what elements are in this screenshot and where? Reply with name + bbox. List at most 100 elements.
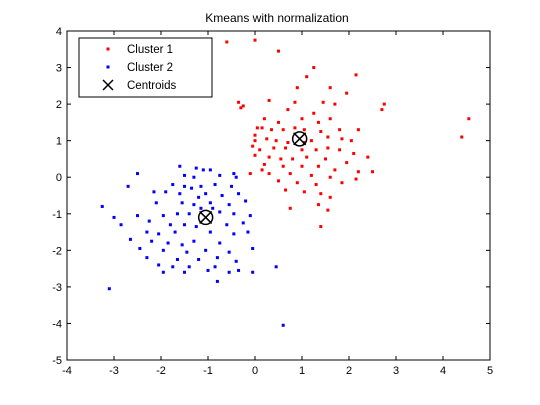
cluster-2-point: [157, 263, 161, 267]
cluster-2-point: [157, 232, 161, 236]
cluster-1-point: [279, 157, 283, 161]
cluster-2-point: [187, 212, 191, 216]
cluster-2-point: [107, 287, 111, 291]
cluster-1-point: [286, 140, 290, 144]
cluster-1-point: [260, 126, 264, 130]
cluster-2-point: [208, 230, 212, 234]
cluster-1-point: [277, 120, 280, 124]
cluster-2-point: [190, 186, 194, 190]
cluster-1-point: [319, 192, 323, 196]
cluster-2-point: [213, 183, 217, 187]
cluster-1-point: [237, 100, 241, 104]
cluster-1-point: [321, 100, 325, 104]
cluster-2-point: [161, 214, 165, 218]
cluster-2-point: [237, 192, 241, 196]
cluster-2-point: [126, 184, 130, 188]
cluster-2-point: [175, 257, 179, 261]
cluster-1-point: [345, 91, 349, 95]
cluster-1-point: [302, 190, 306, 194]
x-tick-label: -2: [156, 365, 166, 377]
cluster-1-point: [328, 175, 332, 179]
cluster-2-point: [241, 221, 245, 225]
cluster-2-point: [112, 215, 116, 219]
cluster-1-point: [272, 146, 276, 150]
x-tick-label: 4: [440, 365, 446, 377]
cluster-1-point: [241, 104, 245, 108]
cluster-2-point: [154, 201, 158, 205]
cluster-2-point: [152, 190, 156, 194]
cluster-2-point: [147, 219, 151, 223]
cluster-1-point: [338, 148, 342, 152]
cluster-1-point: [309, 139, 313, 143]
cluster-2-point: [197, 257, 201, 261]
cluster-2-point: [164, 190, 168, 194]
cluster-1-point: [312, 111, 316, 115]
cluster-2-point: [194, 166, 198, 170]
centroids-point-circle: [197, 209, 214, 226]
cluster-1-point: [324, 157, 327, 161]
cluster-2-point: [145, 256, 149, 260]
cluster-2-point: [180, 201, 184, 205]
cluster-2-point: [168, 223, 172, 227]
cluster-2-point: [232, 212, 236, 216]
cluster-1-point: [274, 139, 278, 143]
cluster-1-point: [366, 155, 370, 159]
y-tick-label: 1: [56, 136, 62, 148]
cluster-2-point: [171, 265, 175, 269]
cluster-2-point: [175, 212, 179, 216]
cluster-1-point: [295, 86, 299, 90]
cluster-1-point: [255, 126, 259, 130]
cluster-2-point: [211, 206, 215, 210]
cluster-1-point: [277, 49, 280, 53]
cluster-2-point: [173, 230, 177, 234]
cluster-1-point: [277, 179, 280, 183]
cluster-1-point: [286, 108, 290, 112]
cluster-1-point: [288, 206, 292, 210]
cluster-2-point: [251, 270, 255, 274]
cluster-2-point: [197, 195, 201, 199]
cluster-1-point: [326, 146, 330, 150]
cluster-2-point: [204, 192, 208, 196]
cluster-1-point: [300, 164, 304, 168]
cluster-2-point: [227, 270, 231, 274]
cluster-1-point: [284, 146, 288, 150]
x-tick-label: 5: [487, 365, 493, 377]
x-tick-label: 3: [393, 365, 399, 377]
cluster-1-point: [302, 128, 306, 132]
cluster-1-point: [295, 181, 299, 185]
cluster-1-point: [267, 98, 271, 102]
cluster-1-point: [326, 135, 330, 139]
cluster-1-point: [340, 137, 344, 141]
cluster-2-point: [234, 175, 238, 179]
y-tick-label: 0: [56, 172, 62, 184]
cluster-1-point: [354, 73, 358, 77]
cluster-2-point: [192, 239, 196, 243]
cluster-1-point: [382, 102, 386, 106]
cluster-2-point: [208, 201, 212, 205]
cluster-2-point: [281, 323, 285, 327]
cluster-1-point: [333, 102, 337, 106]
cluster-2-point: [194, 225, 198, 229]
cluster-1-point: [267, 172, 271, 176]
cluster-1-point: [309, 173, 313, 177]
cluster-2-point: [100, 204, 104, 208]
cluster-2-point: [218, 173, 222, 177]
cluster-2-point: [237, 268, 241, 272]
cluster-2-point: [227, 203, 231, 207]
cluster-2-point: [192, 203, 196, 207]
cluster-1-point: [328, 86, 332, 90]
cluster-1-point: [319, 130, 323, 134]
cluster-2-point: [218, 210, 222, 214]
cluster-1-point: [460, 135, 464, 139]
cluster-2-point: [244, 199, 248, 203]
cluster-1-point: [251, 144, 255, 148]
cluster-2-point: [187, 265, 191, 269]
cluster-2-point: [161, 270, 165, 274]
cluster-1-point: [314, 183, 318, 187]
centroids-point-x2: [293, 132, 307, 146]
cluster-1-point: [239, 106, 243, 110]
x-tick-label: 1: [299, 365, 305, 377]
cluster-1-point: [340, 181, 344, 185]
cluster-1-point: [267, 155, 271, 159]
